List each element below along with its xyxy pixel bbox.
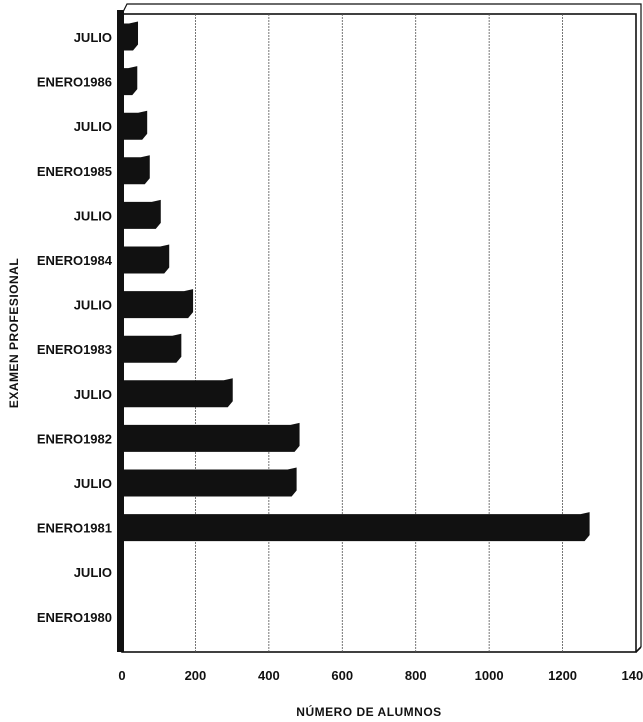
bar — [119, 244, 170, 274]
bar — [119, 21, 139, 51]
bar — [119, 155, 150, 185]
chart-frame — [117, 3, 642, 653]
y-axis-title: EXAMEN PROFESIONAL — [7, 258, 21, 408]
x-tick-label: 800 — [405, 668, 427, 683]
y-tick-label: ENERO1986 — [37, 75, 112, 90]
y-tick-label: ENERO1984 — [37, 253, 113, 268]
bar — [119, 378, 233, 408]
x-tick-label: 600 — [331, 668, 353, 683]
plot-border — [121, 13, 637, 653]
y-tick-label: ENERO1982 — [37, 431, 112, 446]
bar — [119, 110, 148, 140]
y-tick-label: JULIO — [74, 565, 112, 580]
x-tick-label: 400 — [258, 668, 280, 683]
bar — [119, 199, 161, 229]
y-tick-label: JULIO — [74, 298, 112, 313]
y-tick-label: ENERO1983 — [37, 342, 112, 357]
bar — [119, 467, 297, 497]
bar — [119, 289, 194, 319]
x-tick-label: 200 — [185, 668, 207, 683]
y-tick-label: JULIO — [74, 476, 112, 491]
frame-corner — [635, 646, 642, 653]
y-tick-label: JULIO — [74, 208, 112, 223]
y-tick-label: ENERO1980 — [37, 610, 112, 625]
y-tick-label: JULIO — [74, 30, 112, 45]
x-tick-label: 1000 — [475, 668, 504, 683]
bar — [119, 66, 138, 96]
bar — [119, 512, 590, 542]
x-tick-label: 1400 — [622, 668, 643, 683]
y-tick-label: JULIO — [74, 387, 112, 402]
bar — [119, 333, 182, 363]
y-tick-label: ENERO1985 — [37, 164, 112, 179]
gridlines — [195, 14, 563, 652]
x-tick-label: 0 — [118, 668, 125, 683]
y-tick-label: ENERO1981 — [37, 521, 112, 536]
y-tick-label: JULIO — [74, 119, 112, 134]
y-tick-labels: JULIO ENERO1986 JULIO ENERO1985 JULIO ENERO19… — [37, 30, 113, 625]
x-axis-title: NÚMERO DE ALUMNOS — [296, 704, 441, 719]
x-tick-label: 1200 — [548, 668, 577, 683]
left-axis-wall — [117, 10, 124, 652]
bar — [119, 422, 300, 452]
bars — [119, 21, 590, 542]
x-tick-labels: 0 200 400 600 800 1000 1200 1400 — [118, 668, 643, 683]
frame-back — [121, 3, 642, 647]
